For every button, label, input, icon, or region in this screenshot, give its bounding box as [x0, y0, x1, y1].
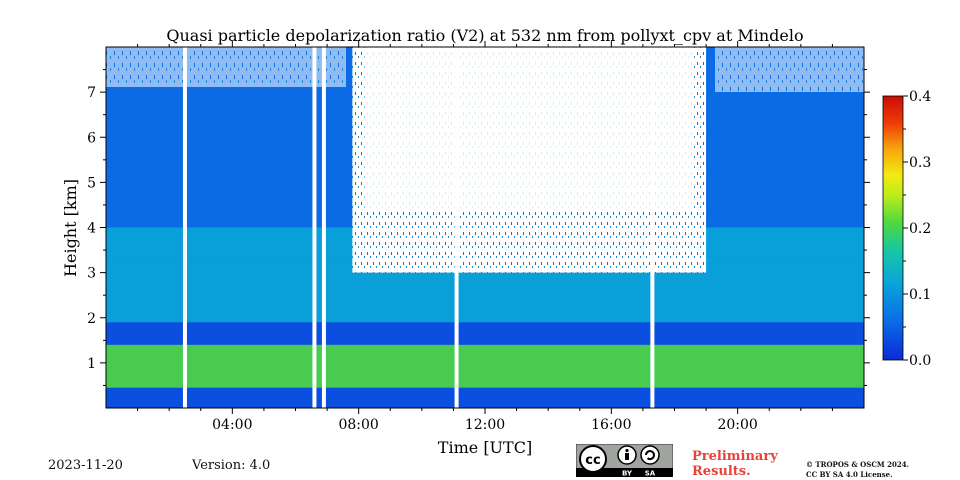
upper-speckle-left — [106, 47, 346, 87]
sa-share-alike-icon — [640, 445, 660, 465]
y-tick-label: 1 — [87, 356, 96, 372]
data-gap-1 — [182, 47, 187, 408]
preliminary-results-note: Preliminary Results. — [692, 449, 778, 479]
y-axis-ticks: 1 2 3 4 5 6 7 — [87, 69, 870, 386]
preliminary-line-2: Results. — [692, 464, 751, 479]
copyright-line-2: CC BY SA 4.0 License. — [806, 470, 893, 479]
data-gap-2 — [312, 47, 317, 408]
aerosol-layer-2 — [106, 263, 864, 323]
colorbar-tick-label: 0.2 — [909, 221, 931, 237]
data-gap-4 — [454, 47, 459, 408]
x-tick-label: 04:00 — [212, 417, 252, 433]
y-tick-label: 4 — [87, 221, 96, 237]
preliminary-line-1: Preliminary — [692, 449, 778, 464]
x-axis-ticks: 04:00 08:00 12:00 16:00 20:00 — [137, 41, 833, 433]
upper-speckle-right — [715, 47, 864, 92]
colorbar-ticks: 0.0 0.1 0.2 0.3 0.4 — [903, 89, 931, 369]
y-tick-label: 5 — [87, 175, 96, 191]
x-axis-label: Time [UTC] — [438, 438, 532, 457]
copyright-line-1: © TROPOS & OSCM 2024. — [806, 460, 910, 469]
svg-text:cc: cc — [585, 453, 600, 468]
data-gap-5 — [650, 47, 655, 408]
cloud-screened-core — [364, 47, 695, 210]
cc-label-sa: SA — [645, 470, 656, 478]
cloud-screened-region — [352, 47, 707, 273]
x-tick-label: 08:00 — [338, 417, 378, 433]
y-tick-label: 3 — [87, 266, 96, 282]
y-tick-label: 6 — [87, 130, 96, 146]
cc-icon — [579, 445, 607, 473]
x-tick-label: 16:00 — [591, 417, 631, 433]
data-gaps — [182, 47, 655, 408]
aerosol-layer-1 — [106, 344, 864, 388]
y-axis-label: Height [km] — [61, 179, 80, 277]
heatmap-plot-area — [106, 47, 864, 408]
cc-by-sa-badge: cc BY SA — [576, 444, 673, 477]
y-tick-label: 7 — [87, 85, 96, 101]
colorbar: 0.0 0.1 0.2 0.3 0.4 — [882, 89, 931, 369]
data-gap-3 — [321, 47, 326, 408]
colorbar-tick-label: 0.1 — [909, 287, 931, 303]
y-tick-label: 2 — [87, 311, 96, 327]
x-tick-label: 20:00 — [717, 417, 757, 433]
footer-date: 2023-11-20 — [48, 458, 123, 473]
colorbar-tick-label: 0.3 — [909, 155, 931, 171]
colorbar-tick-label: 0.4 — [909, 89, 931, 105]
chart-title: Quasi particle depolarization ratio (V2)… — [166, 26, 803, 45]
cc-label-by: BY — [622, 470, 633, 478]
colorbar-tick-label: 0.0 — [909, 353, 931, 369]
copyright-notice: © TROPOS & OSCM 2024. CC BY SA 4.0 Licen… — [806, 460, 909, 480]
footer-version: Version: 4.0 — [192, 458, 271, 473]
colorbar-gradient — [882, 95, 904, 361]
x-tick-label: 12:00 — [465, 417, 505, 433]
